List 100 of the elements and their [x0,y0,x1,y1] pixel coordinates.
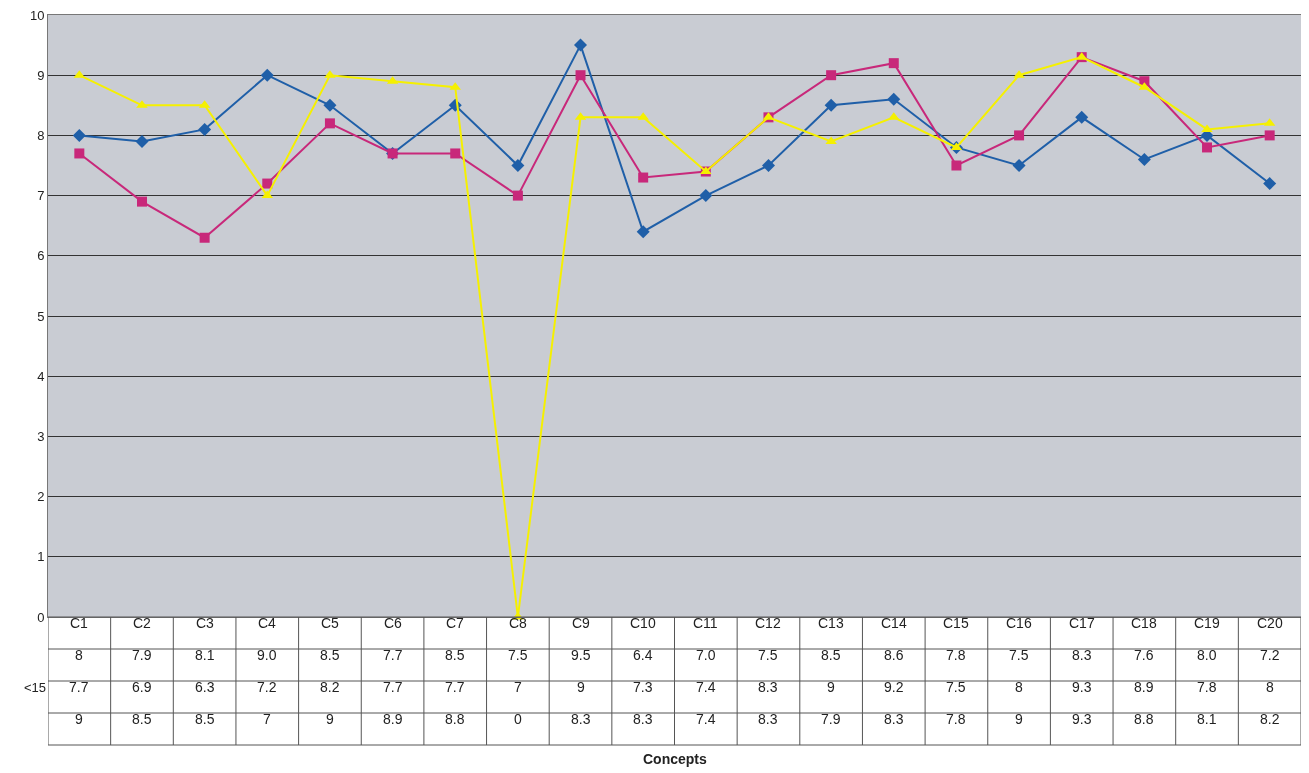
x-tick-label: C4 [258,615,277,631]
data-label: 0 [514,711,522,727]
data-label: 6.9 [132,679,152,695]
data-label: 9 [577,679,585,695]
data-label: 8.5 [195,711,215,727]
data-label: 7.5 [1009,647,1029,663]
y-tick-label: 8 [37,127,45,143]
data-label: 9.3 [1072,711,1092,727]
point [199,232,210,243]
x-tick-label: C16 [1006,615,1032,631]
x-tick-label: C20 [1257,615,1283,631]
data-label: 7.8 [1197,679,1217,695]
point [824,98,838,112]
data-label: 8.0 [1197,647,1217,663]
point [1137,152,1151,166]
point [511,159,525,172]
y-tick-label: 7 [37,188,45,204]
data-label: 9 [827,679,835,695]
x-tick-label: C15 [943,615,969,631]
data-label: 9 [1015,711,1023,727]
data-label: 7.5 [508,647,528,663]
y-tick-label: 0 [37,609,45,625]
point [323,98,337,112]
data-label: 9.3 [1072,679,1092,695]
data-label: 8.1 [195,647,215,663]
data-label: 7.2 [257,679,277,695]
data-label: 7.4 [696,679,716,695]
point [72,128,86,142]
data-label: 7.9 [132,647,152,663]
point [1263,177,1277,191]
data-label: 7 [263,711,271,727]
point [1012,159,1026,172]
point [136,196,147,207]
point [951,160,962,171]
y-tick-label: 6 [37,248,45,264]
data-label: 8.5 [821,647,841,663]
data-label: 8.5 [445,647,465,663]
data-label: 8.5 [320,647,340,663]
point [74,148,85,159]
data-label: 8.2 [320,679,340,695]
point [638,172,649,183]
x-tick-label: C13 [818,615,844,631]
x-tick-label: C5 [321,615,340,631]
point [260,68,274,82]
point [1014,130,1025,141]
point [262,178,273,189]
data-label: 9 [326,711,334,727]
data-label: 7.8 [946,711,966,727]
x-tick-label: C1 [70,615,89,631]
text: <15 [24,680,47,695]
data-label: 7.3 [633,679,653,695]
x-tick-label: C8 [509,615,528,631]
data-label: 8.3 [1072,647,1092,663]
y-tick-label: 1 [37,549,45,565]
point [636,225,650,239]
data-label: 7.7 [445,679,465,695]
x-tick-label: C14 [881,615,907,631]
data-label: 7.7 [383,679,403,695]
data-label: 8.5 [132,711,152,727]
x-tick-label: C3 [196,615,215,631]
point [699,189,713,203]
y-tick-label: 4 [37,368,45,384]
x-tick-label: C12 [755,615,781,631]
data-label: 8.3 [884,711,904,727]
data-label: 7.5 [946,679,966,695]
data-label: 7.9 [821,711,841,727]
point [324,118,335,129]
point [1264,130,1275,141]
data-label: 8 [1015,679,1023,695]
x-tick-label: C2 [133,615,152,631]
data-label: 8.9 [1134,679,1154,695]
point [450,148,461,159]
data-label: 9 [75,711,83,727]
x-tick-label: C7 [446,615,465,631]
data-label: 7.8 [946,647,966,663]
point [1075,110,1089,124]
data-label: 7.0 [696,647,716,663]
x-tick-label: C9 [572,615,591,631]
data-label: 8.6 [884,647,904,663]
data-label: 8.2 [1260,711,1280,727]
y-tick-label: 2 [37,489,45,505]
data-label: 8 [75,647,83,663]
x-tick-label: C18 [1131,615,1157,631]
data-label: 6.4 [633,647,653,663]
point [135,134,149,148]
data-label: 7 [514,679,522,695]
data-label: 8.3 [633,711,653,727]
data-label: 7.2 [1260,647,1280,663]
x-tick-label: C19 [1194,615,1220,631]
point [887,92,901,106]
data-label: 7.7 [383,647,403,663]
y-tick-label: 3 [37,428,45,444]
point [512,190,523,201]
data-label: 9.0 [257,647,277,663]
data-label: 6.3 [195,679,215,695]
point [888,58,899,69]
data-label: 8.1 [1197,711,1217,727]
point [575,70,586,81]
point [761,159,775,172]
point [574,38,588,52]
